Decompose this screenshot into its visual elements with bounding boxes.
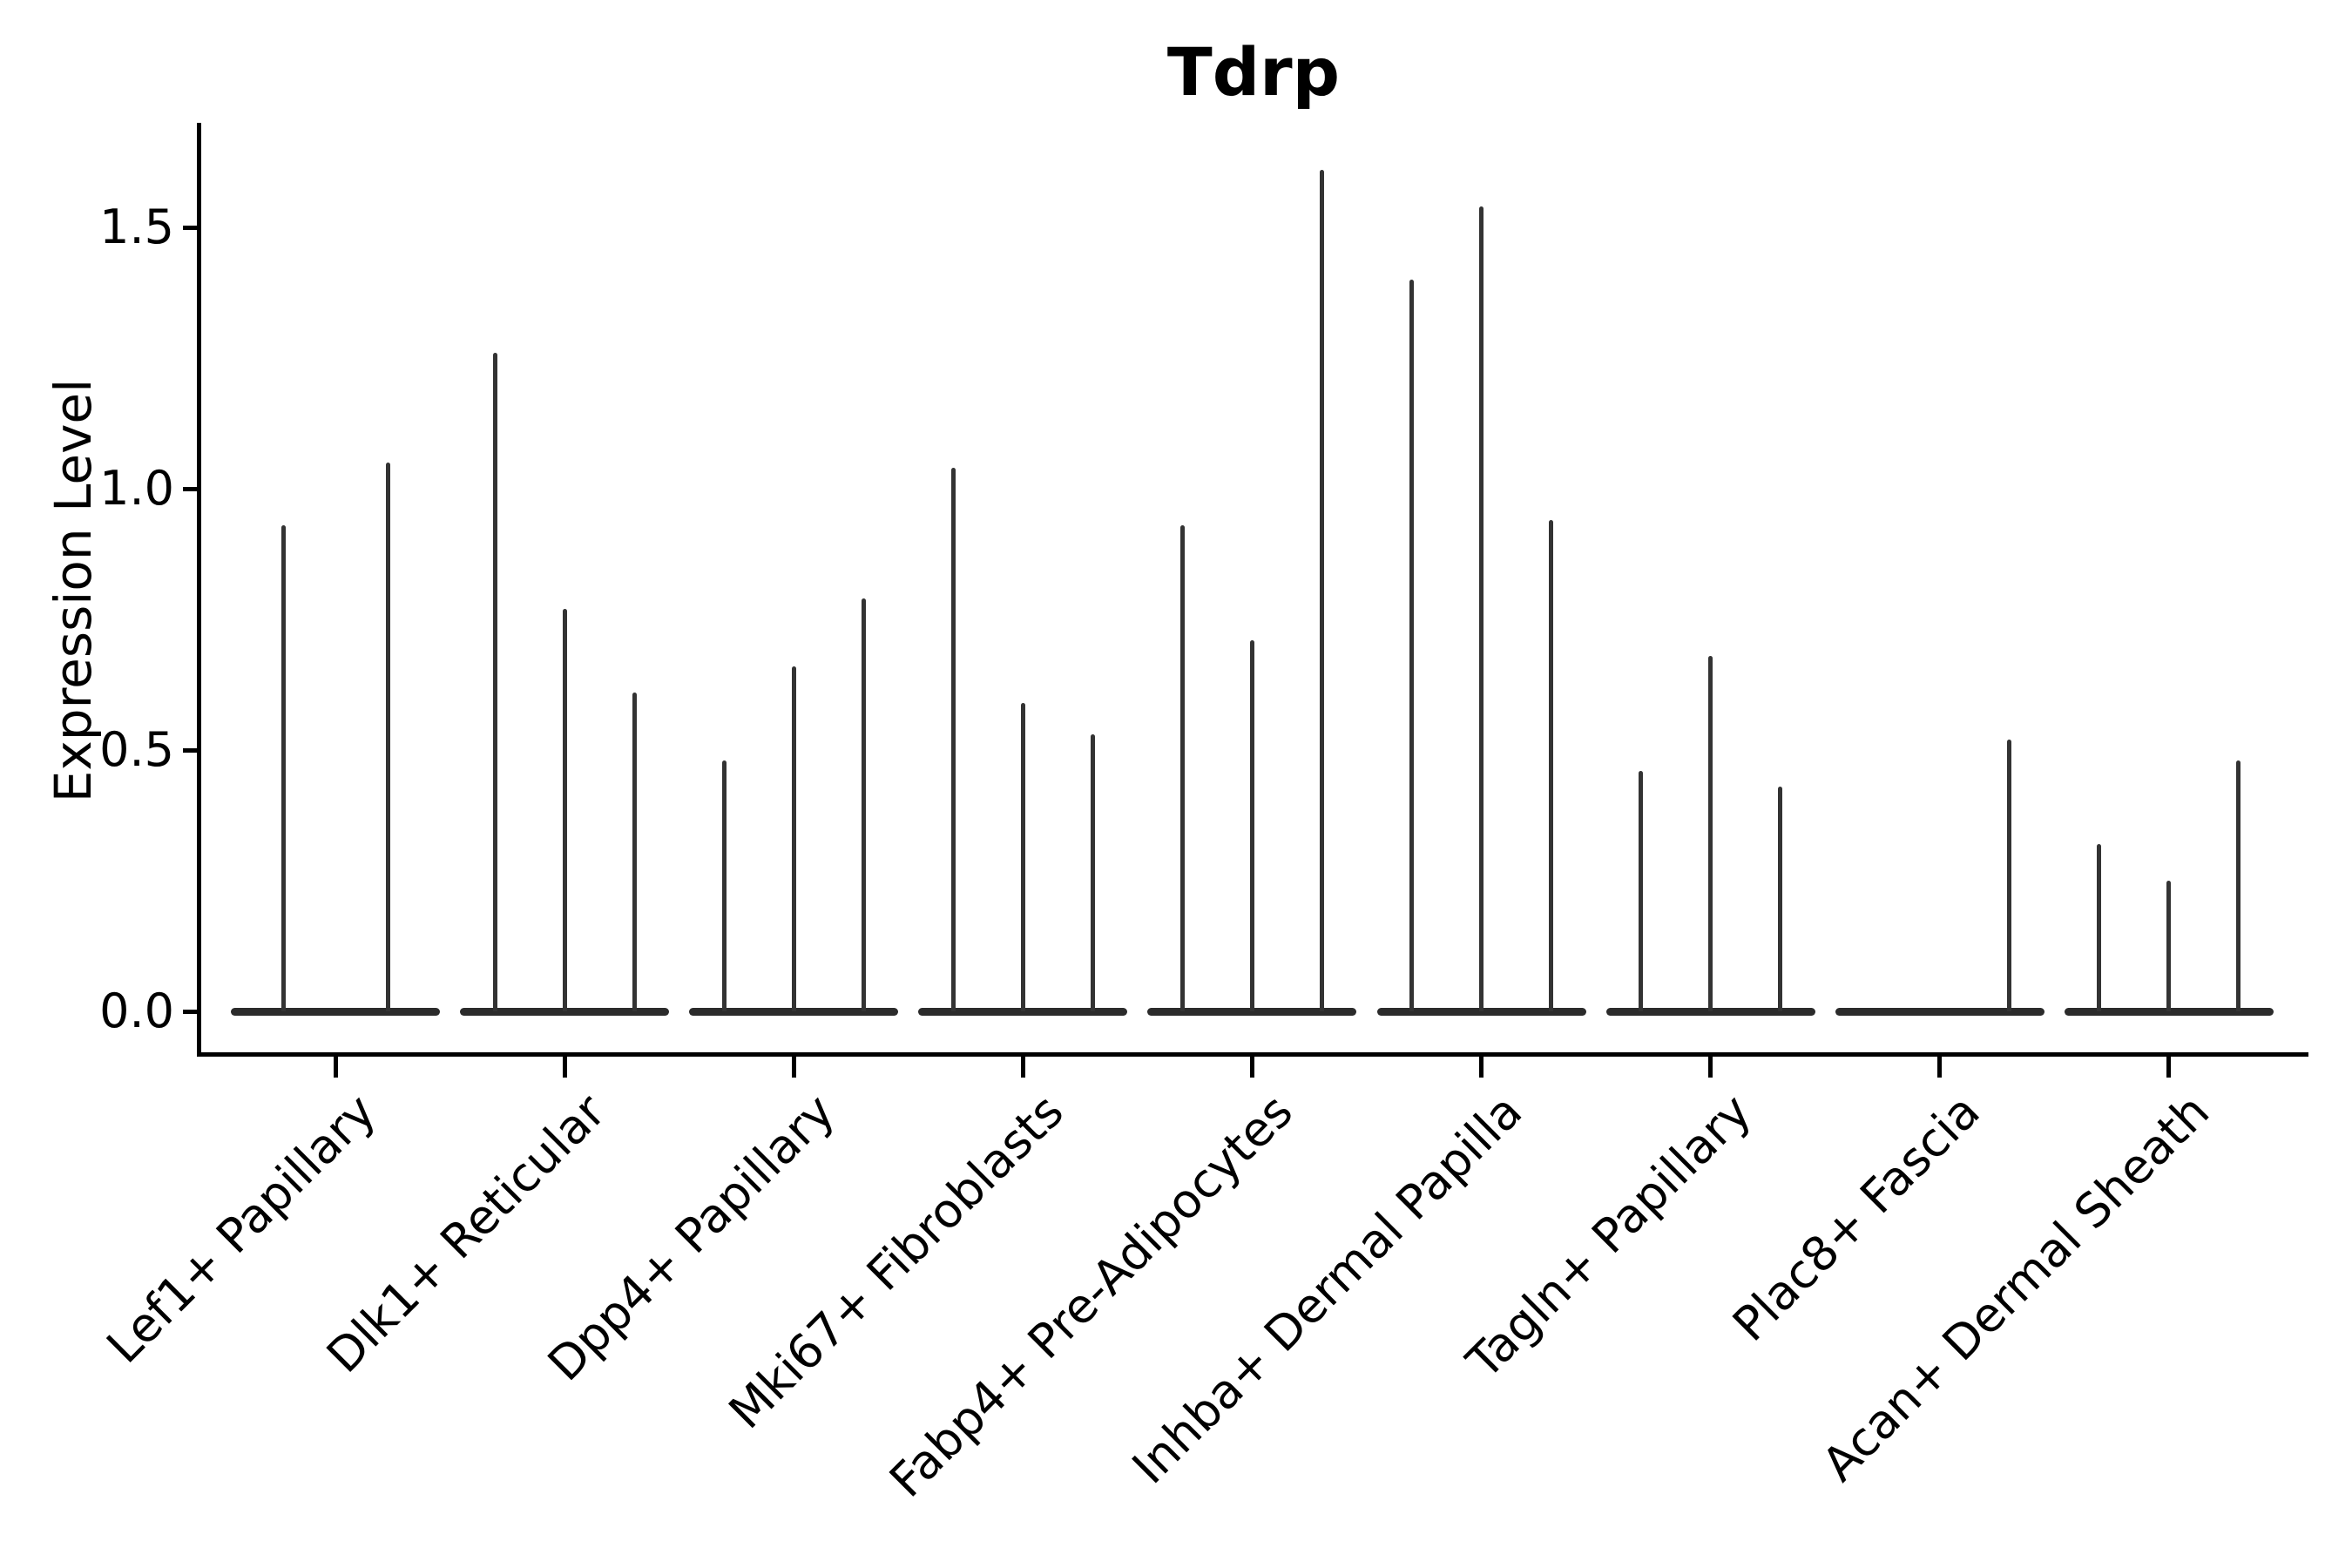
y-tick-label: 1.0	[99, 461, 174, 516]
violin-spike	[1020, 703, 1025, 1011]
x-category-label-text: Acan+ Dermal Sheath	[1811, 1084, 2220, 1492]
violin-baseline	[1376, 1007, 1586, 1016]
x-tick-mark	[1479, 1057, 1484, 1078]
violin-spike	[280, 525, 286, 1011]
y-tick-label: 0.0	[99, 983, 174, 1038]
violin-baseline	[460, 1007, 670, 1016]
violin-spike	[1639, 771, 1644, 1011]
violin-baseline	[918, 1007, 1128, 1016]
violin-spike	[2236, 760, 2241, 1011]
violin-baseline	[2064, 1007, 2274, 1016]
x-tick-mark	[1708, 1057, 1713, 1078]
violin-spike	[1479, 206, 1484, 1011]
violin-spike	[2166, 881, 2172, 1011]
y-tick-mark	[183, 225, 199, 230]
x-category-label-text: Fabp4+ Pre-Adipocytes	[879, 1084, 1303, 1508]
violin-baseline	[689, 1007, 899, 1016]
violin-spike	[2007, 740, 2012, 1011]
violin-spike	[2097, 844, 2102, 1011]
y-tick-mark	[183, 747, 199, 753]
violin-spike	[1090, 734, 1095, 1011]
x-tick-mark	[1020, 1057, 1025, 1078]
violin-baseline	[1147, 1007, 1357, 1016]
x-tick-mark	[562, 1057, 567, 1078]
violin-spike	[721, 760, 727, 1011]
violin-spike	[1409, 280, 1414, 1011]
y-tick-label: 0.5	[99, 722, 174, 777]
x-tick-mark	[791, 1057, 796, 1078]
violin-spike	[1319, 170, 1324, 1011]
violin-spike	[1549, 520, 1553, 1011]
violin-spike	[950, 468, 956, 1011]
violin-spike	[1249, 640, 1254, 1011]
violin-spike	[1778, 787, 1783, 1011]
violin-spike	[562, 609, 567, 1011]
violin-spike	[385, 463, 390, 1011]
y-tick-label: 1.5	[99, 199, 174, 254]
violin-spike	[1708, 656, 1713, 1011]
y-tick-mark	[183, 1009, 199, 1014]
violin-baseline	[1835, 1007, 2044, 1016]
violin-baseline	[231, 1007, 440, 1016]
x-axis-line	[197, 1052, 2308, 1057]
y-axis-line	[197, 123, 201, 1057]
violin-spike	[632, 693, 637, 1011]
y-tick-mark	[183, 486, 199, 491]
x-category-label-text: Inhba+ Dermal Papilla	[1121, 1084, 1533, 1495]
x-tick-mark	[1937, 1057, 1943, 1078]
violin-spike	[861, 598, 866, 1011]
x-tick-mark	[333, 1057, 338, 1078]
plot-title: Tdrp	[1166, 33, 1341, 111]
x-tick-mark	[1249, 1057, 1254, 1078]
x-category-label-text: Plac8+ Fascia	[1722, 1084, 1991, 1352]
violin-spike	[1179, 525, 1185, 1011]
violin-spike	[791, 666, 796, 1011]
violin-spike	[492, 353, 497, 1011]
violin-baseline	[1605, 1007, 1815, 1016]
x-tick-mark	[2166, 1057, 2172, 1078]
